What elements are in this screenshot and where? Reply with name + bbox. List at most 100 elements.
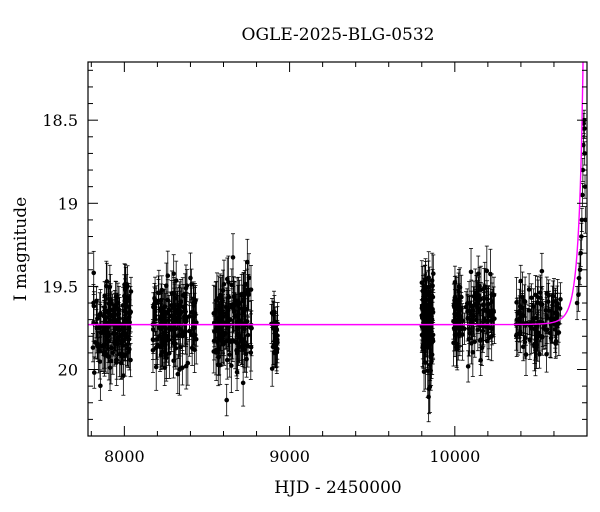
data-point <box>175 354 181 394</box>
data-point <box>159 275 165 305</box>
data-point <box>234 327 240 379</box>
data-point <box>271 339 277 365</box>
data-point <box>558 282 563 317</box>
data-point <box>484 324 490 357</box>
data-point <box>468 248 474 296</box>
event-data-point <box>577 254 583 286</box>
x-tick-label: 10000 <box>429 447 480 466</box>
data-point <box>426 371 431 423</box>
data-point <box>522 276 528 327</box>
plot-area: 8000 9000 10000 18.5 19 19.5 20 <box>42 61 588 466</box>
data-point <box>120 286 126 324</box>
data-point <box>173 260 179 301</box>
data-point <box>152 286 157 322</box>
data-point <box>532 319 537 372</box>
data-point <box>466 314 472 344</box>
data-point <box>158 308 163 340</box>
data-point <box>275 322 280 349</box>
data-point <box>211 321 217 361</box>
data-point <box>475 308 481 352</box>
data-point <box>117 297 122 340</box>
data-point <box>183 297 188 347</box>
data-point <box>522 326 528 358</box>
model-curve-layer <box>88 62 584 326</box>
y-tick-label: 19.5 <box>42 277 78 296</box>
data-point <box>159 337 165 367</box>
data-point <box>242 307 247 351</box>
data-point <box>428 329 434 386</box>
data-point <box>227 323 233 361</box>
data-point <box>153 343 159 391</box>
data-point <box>219 289 225 338</box>
axis-ticks: 8000 9000 10000 18.5 19 19.5 20 <box>42 62 588 466</box>
data-point <box>102 320 107 369</box>
data-point <box>520 332 526 362</box>
data-point <box>514 277 519 328</box>
data-point <box>98 289 103 338</box>
data-point <box>183 342 189 390</box>
data-point <box>189 287 194 338</box>
data-point <box>485 303 491 338</box>
data-point <box>124 282 130 331</box>
x-tick-label: 8000 <box>104 447 145 466</box>
data-point <box>91 356 97 389</box>
data-point <box>536 309 541 357</box>
data-point <box>471 286 476 335</box>
x-tick-label: 9000 <box>269 447 310 466</box>
data-point <box>453 275 459 324</box>
data-point <box>269 350 275 387</box>
data-point <box>91 291 97 321</box>
y-axis-label: I magnitude <box>11 197 31 301</box>
data-point <box>526 273 532 306</box>
data-point <box>105 294 111 329</box>
data-point <box>173 327 179 370</box>
data-point <box>92 326 98 359</box>
data-point <box>128 342 133 378</box>
x-axis-label: HJD - 2450000 <box>274 478 402 498</box>
data-point <box>94 286 99 316</box>
data-point <box>520 271 525 323</box>
data-point <box>423 261 428 300</box>
data-point <box>98 370 103 401</box>
data-point <box>177 343 182 396</box>
y-tick-label: 18.5 <box>42 111 78 130</box>
data-point <box>472 325 478 358</box>
data-point <box>544 335 549 373</box>
data-point <box>478 265 484 314</box>
data-point <box>245 268 250 316</box>
event-data-point <box>579 207 585 232</box>
data-point <box>182 273 188 316</box>
data-point <box>115 316 121 358</box>
data-point <box>546 279 551 312</box>
data-point <box>552 305 558 353</box>
data-point <box>529 283 534 313</box>
data-point <box>248 310 253 344</box>
data-points-layer <box>90 109 587 423</box>
data-point <box>479 329 485 366</box>
event-data-point <box>578 239 584 267</box>
data-point <box>245 316 251 354</box>
event-data-point <box>579 222 584 251</box>
chart-title: OGLE-2025-BLG-0532 <box>242 25 435 45</box>
data-point <box>109 333 114 363</box>
data-point <box>423 303 429 340</box>
data-point <box>426 290 431 347</box>
data-point <box>419 290 425 341</box>
data-point <box>187 293 192 340</box>
data-point <box>177 290 183 337</box>
data-point <box>452 295 458 345</box>
data-point <box>248 323 254 372</box>
data-point <box>165 291 171 334</box>
y-tick-label: 19 <box>58 194 78 213</box>
data-point <box>229 268 235 302</box>
data-point <box>114 327 120 361</box>
data-point <box>192 292 197 341</box>
data-point <box>489 299 494 342</box>
data-point <box>170 314 175 344</box>
data-point <box>530 300 536 337</box>
y-tick-label: 20 <box>58 361 78 380</box>
plot-frame <box>87 61 588 437</box>
event-data-point <box>582 118 587 139</box>
data-point <box>163 312 168 345</box>
